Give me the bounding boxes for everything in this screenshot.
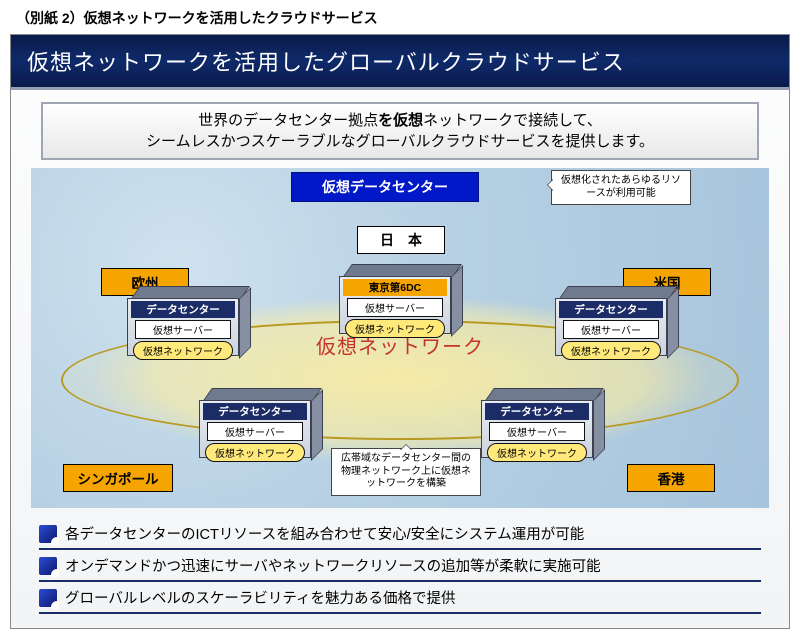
- subtitle-line2: シームレスかつスケーラブルなグローバルクラウドサービスを提供します。: [146, 133, 654, 150]
- japan-badge: 日 本: [357, 226, 445, 254]
- dc-title: データセンター: [203, 403, 307, 420]
- slide-container: 仮想ネットワークを活用したグローバルクラウドサービス 世界のデータセンター拠点を…: [10, 34, 790, 629]
- subtitle-line1a: 世界のデータセンター拠点: [198, 112, 378, 129]
- dc-hk: データセンター 仮想サーバー 仮想ネットワーク: [481, 388, 601, 456]
- bullet-text: オンデマンドかつ迅速にサーバやネットワークリソースの追加等が柔軟に実施可能: [65, 555, 601, 576]
- bullet-item: 各データセンターのICTリソースを組み合わせて安心/安全にシステム運用が可能: [39, 518, 761, 550]
- subtitle-line1b: ネットワークで接続して、: [423, 112, 602, 129]
- attachment-label: （別紙 2）仮想ネットワークを活用したクラウドサービス: [16, 8, 790, 28]
- subtitle-box: 世界のデータセンター拠点を仮想ネットワークで接続して、 シームレスかつスケーラブ…: [41, 102, 759, 160]
- bullet-icon: [39, 589, 57, 607]
- diagram-area: 仮想ネットワーク 仮想データセンター 仮想化されたあらゆるリソースが利用可能 日…: [31, 168, 769, 508]
- dc-server: 仮想サーバー: [489, 422, 585, 441]
- slide-title: 仮想ネットワークを活用したグローバルクラウドサービス: [11, 35, 789, 90]
- dc-title: データセンター: [485, 403, 589, 420]
- virtual-dc-callout: 仮想化されたあらゆるリソースが利用可能: [551, 170, 691, 205]
- dc-server: 仮想サーバー: [135, 320, 231, 339]
- dc-sg: データセンター 仮想サーバー 仮想ネットワーク: [199, 388, 319, 456]
- dc-jp: 東京第6DC 仮想サーバー 仮想ネットワーク: [339, 264, 459, 332]
- bullet-icon: [39, 557, 57, 575]
- dc-server: 仮想サーバー: [347, 298, 443, 317]
- bullet-list: 各データセンターのICTリソースを組み合わせて安心/安全にシステム運用が可能 オ…: [39, 518, 761, 614]
- dc-network: 仮想ネットワーク: [345, 319, 445, 338]
- dc-network: 仮想ネットワーク: [487, 443, 587, 462]
- bullet-item: グローバルレベルのスケーラビリティを魅力ある価格で提供: [39, 582, 761, 614]
- dc-us: データセンター 仮想サーバー 仮想ネットワーク: [555, 286, 675, 354]
- bullet-item: オンデマンドかつ迅速にサーバやネットワークリソースの追加等が柔軟に実施可能: [39, 550, 761, 582]
- bullet-icon: [39, 525, 57, 543]
- dc-title: データセンター: [559, 301, 663, 318]
- dc-title: データセンター: [131, 301, 235, 318]
- dc-eu: データセンター 仮想サーバー 仮想ネットワーク: [127, 286, 247, 354]
- dc-title-jp: 東京第6DC: [343, 279, 447, 296]
- virtual-dc-badge: 仮想データセンター: [291, 172, 479, 202]
- dc-server: 仮想サーバー: [563, 320, 659, 339]
- dc-network: 仮想ネットワーク: [205, 443, 305, 462]
- region-sg: シンガポール: [63, 464, 173, 492]
- region-hk: 香港: [627, 464, 715, 492]
- dc-network: 仮想ネットワーク: [561, 341, 661, 360]
- bullet-text: 各データセンターのICTリソースを組み合わせて安心/安全にシステム運用が可能: [65, 523, 584, 544]
- dc-server: 仮想サーバー: [207, 422, 303, 441]
- subtitle-bold: を仮想: [378, 112, 423, 129]
- bullet-text: グローバルレベルのスケーラビリティを魅力ある価格で提供: [65, 587, 455, 608]
- dc-network: 仮想ネットワーク: [133, 341, 233, 360]
- bottom-callout: 広帯域なデータセンター間の物理ネットワーク上に仮想ネットワークを構築: [331, 448, 481, 496]
